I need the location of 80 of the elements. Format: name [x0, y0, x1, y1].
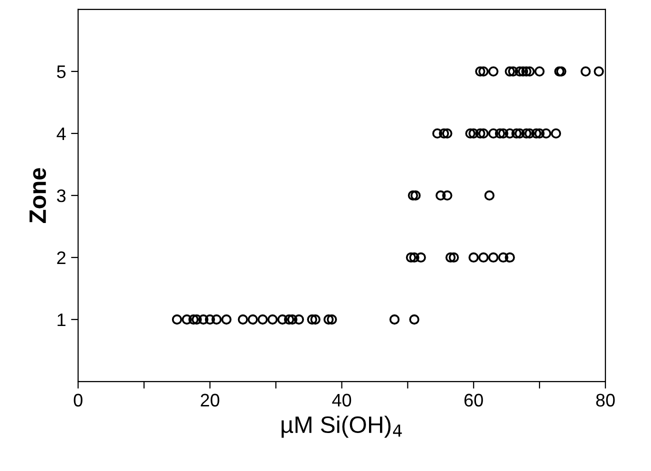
x-tick-label: 60 [464, 394, 483, 407]
y-tick-label: 3 [56, 189, 66, 202]
point [488, 128, 498, 139]
point [498, 128, 508, 139]
point [192, 314, 202, 325]
point [326, 314, 337, 325]
point [287, 314, 298, 325]
point [409, 252, 420, 263]
point [580, 66, 591, 77]
point [550, 128, 562, 139]
y-tick-label: 2 [57, 251, 66, 264]
point [408, 190, 418, 201]
x-tick-label: 40 [332, 394, 352, 407]
point [294, 314, 304, 325]
point [468, 252, 479, 263]
point [198, 314, 208, 325]
point [406, 252, 416, 263]
point [442, 190, 452, 201]
point [475, 66, 486, 77]
point [416, 252, 426, 263]
point [410, 190, 421, 201]
point [324, 314, 334, 325]
point [307, 314, 318, 325]
point [534, 128, 545, 139]
point [248, 314, 258, 325]
point [541, 128, 552, 139]
point [514, 66, 525, 77]
point [310, 314, 320, 325]
y-tick-label: 4 [56, 128, 66, 140]
point [514, 128, 525, 139]
point [484, 190, 494, 201]
point [284, 314, 294, 325]
point [465, 128, 476, 139]
point [436, 190, 446, 201]
point [211, 314, 222, 325]
point [478, 66, 489, 77]
point [504, 252, 515, 263]
point [221, 314, 232, 325]
point [521, 66, 532, 77]
point [498, 252, 508, 263]
point [521, 128, 532, 139]
point [172, 314, 182, 325]
point [448, 252, 459, 263]
point [409, 314, 420, 325]
point [504, 66, 515, 77]
point [432, 128, 442, 139]
point [389, 314, 400, 325]
point [594, 66, 604, 77]
point [258, 314, 268, 325]
point [494, 128, 506, 139]
point [524, 66, 535, 77]
point [182, 314, 192, 325]
point [511, 128, 522, 139]
point [442, 128, 452, 139]
x-tick-label: 20 [200, 394, 220, 407]
point [531, 128, 542, 139]
point [475, 128, 486, 139]
point [438, 128, 450, 139]
y-tick-label: 5 [56, 66, 66, 78]
point [238, 314, 248, 325]
point [478, 252, 489, 263]
point [468, 128, 479, 139]
point [188, 314, 199, 325]
point [524, 128, 535, 139]
point [488, 252, 498, 263]
y-axis-title: Zone [30, 168, 46, 223]
point [445, 252, 456, 263]
point [504, 128, 515, 139]
x-axis-title: µM Si(OH)$_{4}$ [282, 416, 402, 438]
x-tick-label: 0 [74, 394, 82, 407]
point [488, 66, 498, 77]
x-tick-label: 80 [596, 394, 615, 407]
point [267, 314, 278, 325]
point [204, 314, 216, 325]
point [277, 314, 288, 325]
point [478, 128, 489, 139]
point [508, 66, 518, 77]
y-tick-label: 1 [58, 314, 66, 326]
point [518, 66, 528, 77]
point [534, 66, 545, 77]
